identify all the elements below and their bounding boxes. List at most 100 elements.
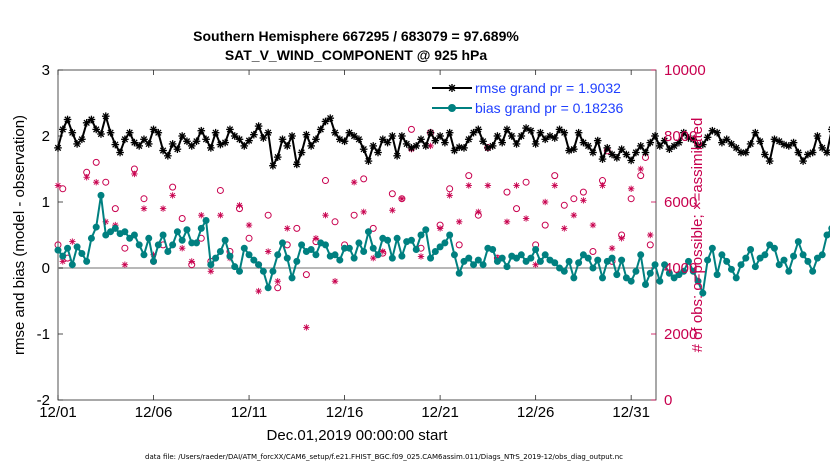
bias-point	[250, 256, 258, 264]
bias-point	[560, 267, 568, 275]
obs-possible-marker	[102, 178, 110, 186]
obs-assimilated-marker	[140, 205, 148, 212]
x-tick-label: 12/26	[517, 404, 555, 421]
obs-possible-marker	[579, 188, 587, 196]
rmse-point	[617, 145, 626, 153]
rmse-point	[608, 150, 616, 159]
bias-point	[431, 248, 439, 255]
obs-assimilated-marker	[54, 182, 62, 189]
obs-assimilated-marker	[255, 287, 262, 295]
rmse-point	[164, 152, 172, 160]
bias-point	[737, 261, 745, 269]
bias-point	[665, 269, 673, 277]
rmse-point	[149, 125, 158, 134]
data-file-footnote: data file: /Users/raeder/DAI/ATM_forcXX/…	[145, 453, 623, 461]
rmse-point	[641, 148, 650, 157]
rmse-point	[436, 132, 444, 140]
rmse-point	[445, 128, 454, 137]
bias-point	[130, 231, 138, 239]
bias-point	[312, 251, 320, 259]
rmse-point	[507, 132, 516, 140]
rmse-point	[240, 142, 249, 150]
obs-assimilated-marker	[236, 202, 243, 209]
rmse-point	[784, 142, 793, 150]
bias-point	[54, 246, 62, 254]
rmse-point	[207, 144, 215, 152]
rmse-point	[584, 142, 592, 150]
obs-possible-marker	[350, 211, 358, 219]
rmse-point	[780, 140, 788, 149]
rmse-point	[460, 144, 468, 152]
obs-assimilated-marker	[417, 253, 425, 260]
obs-assimilated-marker	[284, 225, 291, 232]
bias-point	[718, 251, 726, 259]
rmse-point	[168, 140, 177, 148]
obs-possible-marker	[92, 158, 100, 166]
rmse-point	[130, 138, 139, 147]
rmse-point	[527, 126, 535, 135]
rmse-point	[775, 137, 784, 146]
obs-assimilated-marker	[570, 212, 578, 219]
y2-tick-label: 0	[664, 392, 672, 409]
rmse-point	[751, 128, 760, 137]
rmse-point	[144, 140, 153, 148]
bias-point	[675, 271, 683, 279]
rmse-point	[627, 156, 635, 165]
y-tick-label: 2	[42, 128, 50, 145]
obs-possible-marker	[321, 177, 329, 185]
rmse-point	[732, 144, 741, 152]
bias-point	[78, 249, 86, 257]
rmse-point	[603, 144, 612, 152]
rmse-point	[593, 136, 602, 145]
obs-possible-marker	[388, 190, 396, 198]
rmse-point	[756, 137, 764, 146]
obs-assimilated-marker	[389, 207, 396, 214]
obs-possible-marker	[513, 205, 521, 213]
y2-tick-label: 4000	[664, 260, 697, 277]
obs-possible-marker	[646, 241, 654, 249]
bias-point	[637, 251, 645, 259]
obs-assimilated-marker	[618, 235, 625, 242]
x-tick-label: 12/01	[39, 404, 77, 421]
bias-point	[226, 252, 234, 260]
rmse-point	[221, 138, 229, 147]
obs-possible-marker	[369, 224, 377, 232]
x-tick-label: 12/21	[421, 404, 459, 421]
bias-point	[699, 289, 707, 297]
rmse-point	[383, 138, 392, 147]
x-tick-label: 12/06	[135, 404, 173, 421]
rmse-point	[799, 157, 807, 165]
bias-point	[274, 251, 282, 259]
obs-assimilated-marker	[551, 182, 558, 189]
obs-possible-marker	[274, 284, 282, 292]
rmse-point	[125, 128, 134, 137]
bias-point	[154, 241, 162, 249]
bias-point	[83, 257, 91, 265]
rmse-point	[369, 142, 378, 150]
bias-point	[503, 263, 511, 271]
rmse-point	[632, 148, 640, 157]
rmse-point	[613, 153, 621, 162]
obs-assimilated-marker	[245, 221, 253, 229]
bias-point	[255, 261, 263, 269]
rmse-point	[58, 125, 67, 134]
y-axis-label: rmse and bias (model - observation)	[11, 115, 28, 355]
rmse-point	[431, 136, 440, 145]
bias-point	[608, 254, 616, 262]
rmse-point	[426, 128, 435, 137]
obs-possible-marker	[302, 271, 310, 279]
obs-possible-marker	[465, 172, 473, 180]
obs-assimilated-marker	[475, 208, 482, 216]
x-tick-labels: 12/01 12/06 12/11 12/16 12/21 12/26 12/31	[39, 404, 650, 421]
obs-assimilated-marker	[178, 245, 186, 252]
obs-assimilated-marker	[217, 212, 224, 219]
bias-point	[135, 241, 143, 249]
bias-point	[240, 244, 248, 252]
bias-point	[183, 226, 191, 234]
rmse-point	[722, 135, 731, 144]
rmse-point	[498, 138, 507, 147]
bias-point	[259, 267, 267, 275]
bias-point	[474, 256, 482, 264]
obs-possible-marker	[551, 172, 559, 180]
bias-point	[694, 277, 702, 285]
